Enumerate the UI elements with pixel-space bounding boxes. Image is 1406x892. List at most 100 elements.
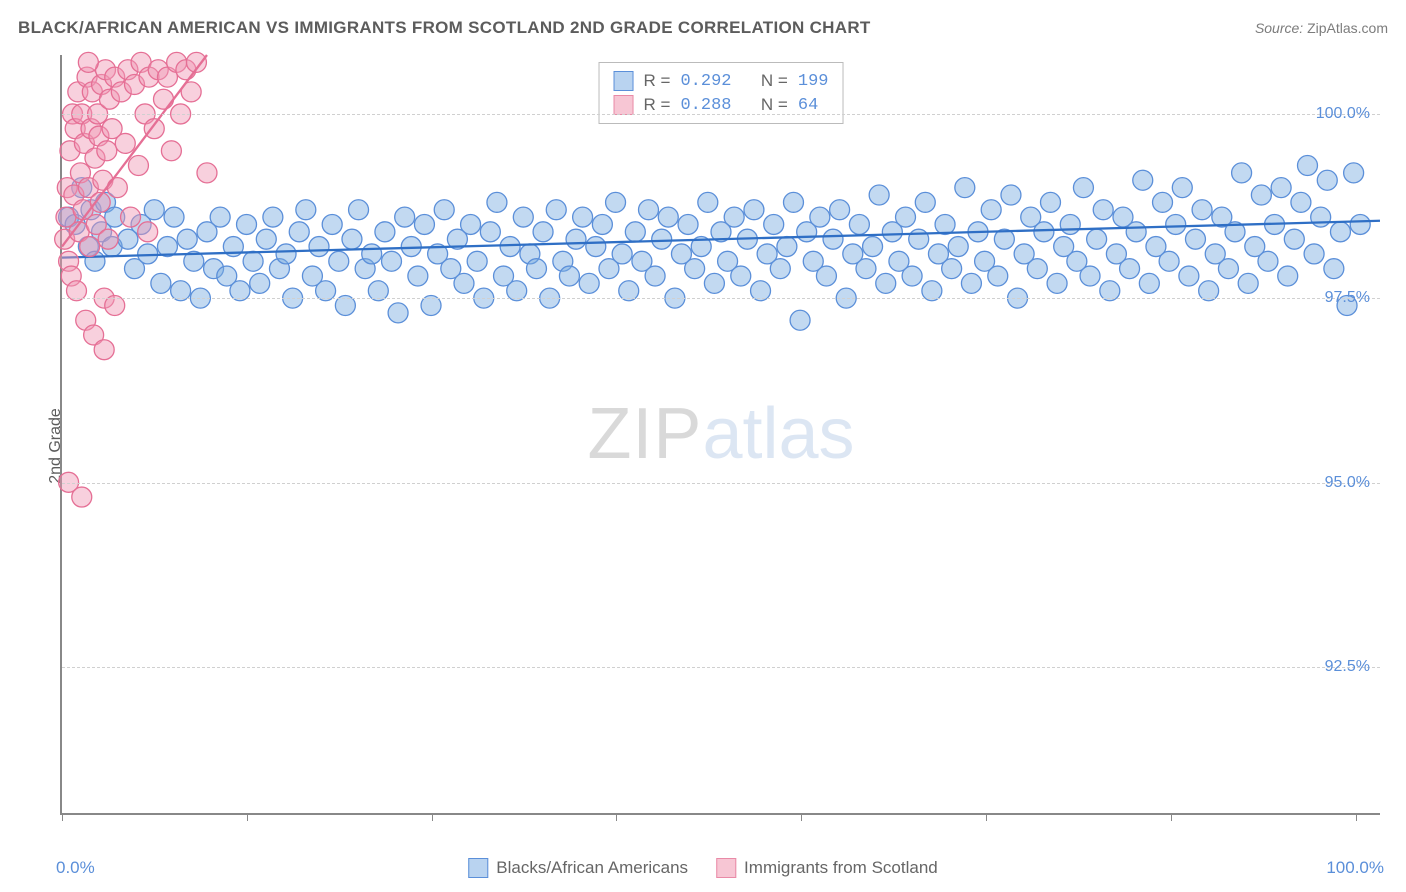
scatter-point	[388, 303, 408, 323]
x-axis-max-label: 100.0%	[1326, 858, 1384, 878]
scatter-point	[1060, 214, 1080, 234]
grid-line	[62, 114, 1380, 115]
scatter-point	[573, 207, 593, 227]
scatter-point	[876, 273, 896, 293]
scatter-point	[487, 192, 507, 212]
scatter-point	[500, 237, 520, 257]
x-tick	[1171, 813, 1172, 821]
scatter-point	[849, 214, 869, 234]
scatter-point	[810, 207, 830, 227]
scatter-point	[98, 229, 118, 249]
y-tick-label: 100.0%	[1316, 105, 1370, 123]
scatter-point	[144, 200, 164, 220]
scatter-point	[955, 178, 975, 198]
scatter-point	[988, 266, 1008, 286]
scatter-point	[1271, 178, 1291, 198]
scatter-point	[164, 207, 184, 227]
plot-area: ZIPatlas R =0.292 N =199R =0.288 N = 64 …	[60, 55, 1380, 815]
scatter-point	[783, 192, 803, 212]
scatter-point	[395, 207, 415, 227]
scatter-point	[243, 251, 263, 271]
scatter-point	[161, 141, 181, 161]
scatter-point	[1133, 170, 1153, 190]
x-tick	[1356, 813, 1357, 821]
y-tick-label: 92.5%	[1325, 658, 1370, 676]
scatter-point	[863, 237, 883, 257]
scatter-point	[177, 229, 197, 249]
chart-title: BLACK/AFRICAN AMERICAN VS IMMIGRANTS FRO…	[18, 18, 871, 38]
y-tick-label: 95.0%	[1325, 474, 1370, 492]
scatter-point	[1324, 259, 1344, 279]
scatter-point	[513, 207, 533, 227]
scatter-point	[276, 244, 296, 264]
legend-swatch	[716, 858, 736, 878]
grid-line	[62, 667, 1380, 668]
x-tick	[801, 813, 802, 821]
grid-line	[62, 298, 1380, 299]
grid-line	[62, 483, 1380, 484]
scatter-point	[961, 273, 981, 293]
scatter-point	[1317, 170, 1337, 190]
scatter-point	[526, 259, 546, 279]
scatter-point	[915, 192, 935, 212]
scatter-point	[816, 266, 836, 286]
scatter-point	[296, 200, 316, 220]
scatter-point	[461, 214, 481, 234]
scatter-point	[1126, 222, 1146, 242]
scatter-point	[329, 251, 349, 271]
scatter-point	[309, 237, 329, 257]
legend-swatch	[468, 858, 488, 878]
scatter-point	[107, 178, 127, 198]
scatter-point	[1153, 192, 1173, 212]
scatter-point	[896, 207, 916, 227]
scatter-point	[154, 89, 174, 109]
scatter-point	[830, 200, 850, 220]
y-tick-label: 97.5%	[1325, 289, 1370, 307]
scatter-point	[237, 214, 257, 234]
scatter-point	[731, 266, 751, 286]
scatter-point	[434, 200, 454, 220]
scatter-point	[935, 214, 955, 234]
scatter-point	[942, 259, 962, 279]
scatter-point	[770, 259, 790, 279]
scatter-point	[856, 259, 876, 279]
scatter-point	[197, 163, 217, 183]
scatter-point	[480, 222, 500, 242]
chart-header: BLACK/AFRICAN AMERICAN VS IMMIGRANTS FRO…	[18, 18, 1388, 38]
scatter-point	[375, 222, 395, 242]
scatter-point	[1041, 192, 1061, 212]
scatter-point	[1159, 251, 1179, 271]
scatter-point	[981, 200, 1001, 220]
scatter-point	[639, 200, 659, 220]
scatter-point	[645, 266, 665, 286]
x-tick	[986, 813, 987, 821]
scatter-point	[1284, 229, 1304, 249]
scatter-point	[606, 192, 626, 212]
x-tick	[432, 813, 433, 821]
scatter-point	[1238, 273, 1258, 293]
scatter-point	[1093, 200, 1113, 220]
scatter-point	[78, 52, 98, 72]
scatter-point	[652, 229, 672, 249]
scatter-point	[342, 229, 362, 249]
scatter-point	[1258, 251, 1278, 271]
scatter-point	[764, 214, 784, 234]
scatter-point	[1185, 229, 1205, 249]
scatter-point	[869, 185, 889, 205]
scatter-point	[1172, 178, 1192, 198]
scatter-point	[902, 266, 922, 286]
scatter-point	[1298, 156, 1318, 176]
scatter-point	[1291, 192, 1311, 212]
scatter-point	[1047, 273, 1067, 293]
legend-bottom: Blacks/African AmericansImmigrants from …	[468, 858, 937, 878]
scatter-point	[1344, 163, 1364, 183]
scatter-point	[1073, 178, 1093, 198]
scatter-point	[322, 214, 342, 234]
scatter-point	[80, 237, 100, 257]
scatter-point	[210, 207, 230, 227]
scatter-point	[612, 244, 632, 264]
scatter-point	[546, 200, 566, 220]
scatter-point	[909, 229, 929, 249]
scatter-point	[408, 266, 428, 286]
scatter-point	[1330, 222, 1350, 242]
